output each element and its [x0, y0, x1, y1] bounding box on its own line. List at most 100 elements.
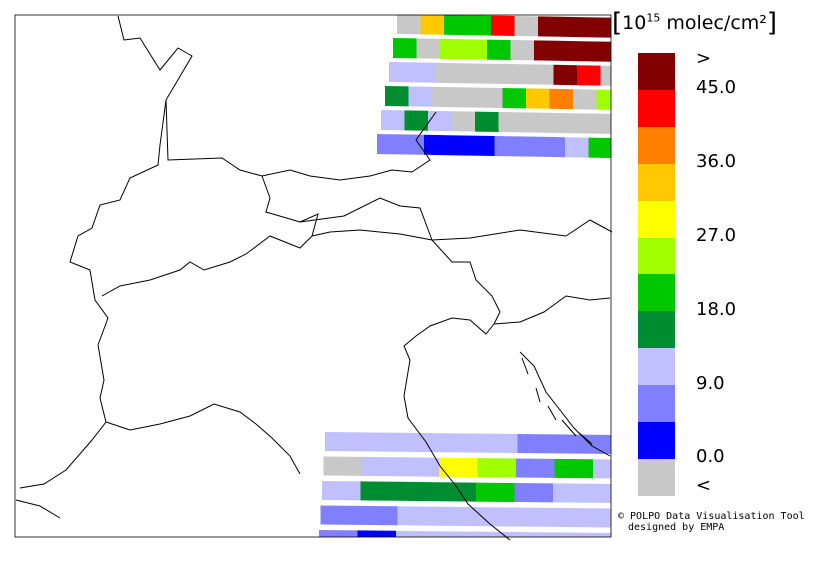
data-pixel	[590, 508, 611, 528]
satellite-pixels-northeast	[377, 15, 640, 158]
data-pixel	[463, 39, 487, 60]
data-pixel	[581, 41, 605, 62]
legend-label: >	[696, 48, 712, 69]
data-pixel	[608, 17, 611, 38]
data-pixel	[399, 481, 438, 502]
data-pixel	[518, 136, 542, 157]
data-pixel	[476, 482, 515, 502]
data-pixel	[604, 41, 611, 62]
data-pixel	[444, 15, 468, 36]
credit-line-1: © POLPO Data Visualisation Tool	[618, 511, 805, 522]
data-pixel	[550, 532, 589, 537]
satellite-pixels-south	[319, 432, 611, 537]
data-pixel	[588, 532, 611, 537]
border-swiss-south	[101, 213, 319, 297]
data-pixel	[556, 434, 595, 454]
legend-label: 18.0	[696, 299, 737, 320]
data-pixel	[436, 62, 460, 84]
legend-label: 9.0	[696, 373, 725, 394]
data-pixel	[522, 112, 546, 133]
data-pixel	[498, 112, 522, 133]
data-pixel	[400, 457, 439, 477]
data-pixel	[440, 38, 464, 60]
data-pixel	[389, 62, 413, 83]
data-pixel	[474, 507, 513, 527]
data-pixel	[447, 135, 471, 156]
data-pixel	[320, 505, 359, 525]
data-pixel	[319, 530, 358, 537]
data-pixel	[541, 136, 565, 158]
legend-swatch	[638, 163, 675, 202]
legend-label: 27.0	[696, 225, 737, 246]
data-pixel	[397, 506, 436, 526]
legend-swatch	[638, 311, 675, 349]
legend-label: 45.0	[696, 77, 737, 98]
data-pixel	[424, 134, 448, 156]
data-pixel	[569, 113, 593, 134]
data-pixel	[510, 40, 534, 61]
data-pixel	[538, 16, 562, 37]
country-borders	[15, 15, 613, 541]
data-pixel	[554, 458, 593, 479]
data-pixel	[553, 64, 577, 86]
data-pixel	[530, 64, 554, 85]
border-italy-austria	[311, 229, 501, 325]
data-pixel	[377, 134, 401, 155]
data-pixel	[412, 62, 436, 83]
legend-swatch	[638, 348, 675, 386]
data-pixel	[600, 65, 611, 86]
map-frame	[14, 14, 612, 538]
data-pixel	[428, 110, 452, 132]
data-pixel	[549, 88, 573, 110]
data-pixel	[585, 17, 609, 38]
legend-swatch	[638, 458, 675, 497]
data-pixel	[494, 136, 518, 157]
data-pixel	[479, 433, 518, 453]
data-pixel	[593, 459, 611, 479]
data-pixel	[325, 432, 364, 452]
data-pixel	[561, 16, 585, 38]
data-pixel	[514, 483, 553, 503]
coastline-croatia-islands	[521, 357, 593, 445]
legend-swatch	[638, 422, 675, 460]
data-pixel	[436, 506, 475, 527]
data-pixel	[432, 86, 456, 108]
data-pixel	[360, 481, 399, 501]
data-pixel	[479, 87, 503, 108]
data-pixel	[400, 134, 424, 155]
data-pixel	[396, 530, 435, 537]
legend-swatch	[638, 200, 675, 238]
data-pixel	[393, 38, 417, 59]
legend-swatch	[638, 385, 675, 423]
data-pixel	[506, 64, 530, 85]
coastline-ligurian	[105, 403, 301, 475]
data-pixel	[473, 531, 512, 537]
border-france-germany	[19, 15, 193, 489]
data-pixel	[359, 505, 398, 526]
data-pixel	[616, 114, 640, 134]
legend-swatch	[638, 274, 675, 312]
coastline-corsica-hint	[15, 499, 61, 519]
data-pixel	[517, 434, 556, 454]
data-pixel	[591, 483, 611, 504]
data-pixel	[397, 15, 421, 35]
data-pixel	[487, 39, 511, 60]
border-swiss-north	[165, 99, 437, 181]
data-pixel	[516, 458, 555, 478]
legend-label: <	[696, 475, 712, 496]
data-pixel	[483, 63, 507, 84]
data-pixel	[551, 507, 590, 528]
data-pixel	[491, 15, 515, 36]
data-pixel	[467, 15, 491, 36]
border-slovenia	[493, 295, 611, 325]
data-pixel	[322, 481, 361, 501]
legend-swatch	[638, 89, 675, 128]
data-pixel	[514, 16, 538, 37]
data-pixel	[439, 457, 478, 478]
data-pixel	[451, 111, 475, 132]
data-pixel	[420, 15, 444, 35]
data-pixel	[408, 86, 432, 107]
data-pixel	[455, 87, 479, 108]
data-pixel	[362, 456, 401, 477]
data-pixel	[588, 137, 611, 158]
